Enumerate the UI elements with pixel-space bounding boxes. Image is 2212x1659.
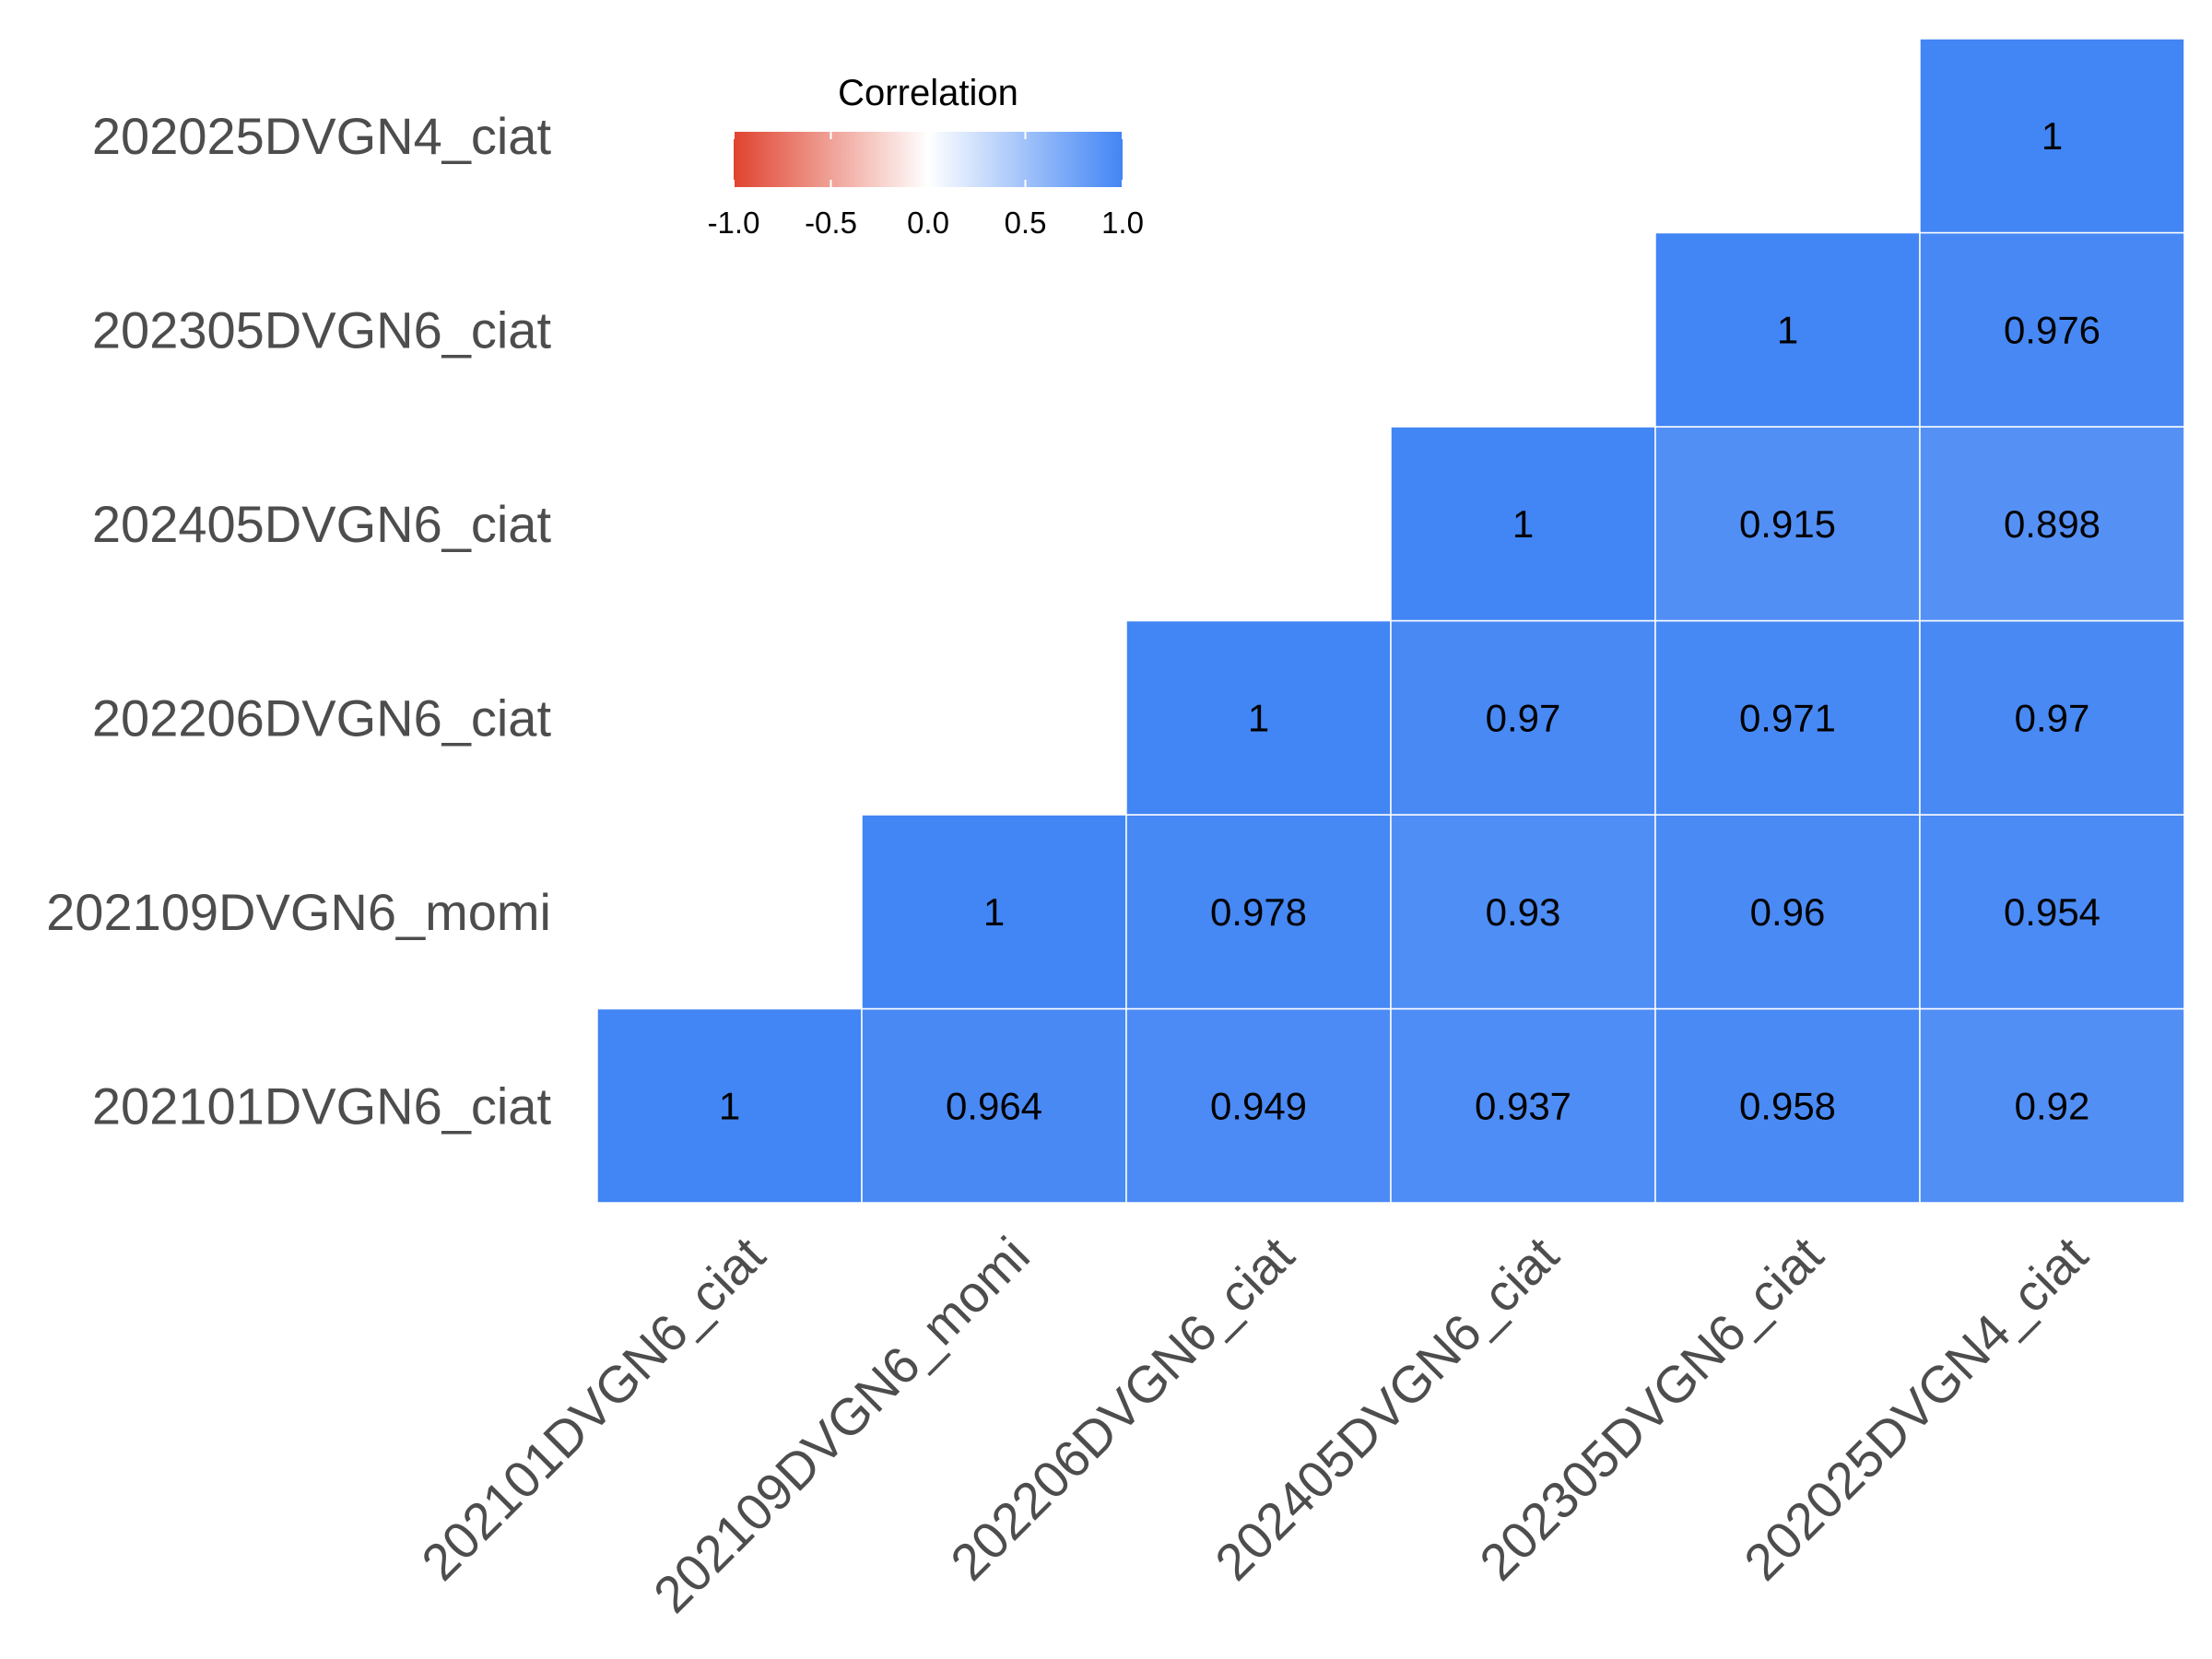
heatmap-cell-202405dvgn6-ciat-202405dvgn6-ciat (1390, 426, 1656, 622)
cell-value-labels: 1 0.964 0.949 0.937 0.958 0.92 1 0.978 0.93 0.96 0… (719, 114, 2100, 1128)
y-tick-label: 202109DVGN6_momi (46, 883, 551, 941)
cell-value-label: 0.954 (2004, 890, 2100, 934)
cell-value-label: 0.92 (2015, 1084, 2090, 1127)
cell-value-label: 0.949 (1210, 1084, 1307, 1127)
cell-value-label: 0.978 (1210, 890, 1307, 934)
y-tick-label: 202101DVGN6_ciat (92, 1077, 552, 1135)
legend-tick-label: 1.0 (1101, 206, 1144, 240)
legend-tick-label: -0.5 (805, 206, 857, 240)
x-axis-labels: 202101DVGN6_ciat202109DVGN6_momi202206DV… (410, 1225, 2099, 1623)
legend-ticks: -1.0 -0.5 0.0 0.5 1.0 (708, 132, 1144, 240)
cell-value-label: 0.964 (946, 1084, 1042, 1127)
heatmap-cell-202109dvgn6-momi-202101dvgn6-ciat (861, 1007, 1127, 1204)
y-tick-label: 202025DVGN4_ciat (92, 107, 552, 165)
cell-value-label: 0.97 (1486, 696, 1561, 739)
legend-tick-label: 0.0 (907, 206, 949, 240)
legend-tick-label: 0.5 (1005, 206, 1047, 240)
y-axis-labels: 202101DVGN6_ciat 202109DVGN6_momi 202206DV… (46, 107, 551, 1135)
heatmap-cell-202305dvgn6-ciat-202101dvgn6-ciat (1654, 1007, 1921, 1204)
cell-value-label: 1 (1512, 502, 1534, 546)
cell-value-label: 0.915 (1739, 502, 1836, 546)
cell-value-label: 0.971 (1739, 696, 1836, 739)
legend-color-bar (734, 132, 1123, 187)
y-tick-label: 202305DVGN6_ciat (92, 300, 552, 359)
heatmap-cell-202025dvgn4-ciat-202305dvgn6-ciat (1919, 231, 2185, 428)
legend-title: Correlation (838, 73, 1018, 113)
heatmap-cell-202025dvgn4-ciat-202025dvgn4-ciat (1919, 38, 2185, 234)
heatmap-cell-202025dvgn4-ciat-202206dvgn6-ciat (1919, 619, 2185, 816)
heatmap-cell-202405dvgn6-ciat-202206dvgn6-ciat (1390, 619, 1656, 816)
heatmap-cell-202109dvgn6-momi-202109dvgn6-momi (861, 814, 1127, 1010)
cell-value-label: 0.898 (2004, 502, 2100, 546)
cell-value-label: 1 (2041, 114, 2063, 158)
heatmap-cell-202206dvgn6-ciat-202109dvgn6-momi (1125, 814, 1392, 1010)
heatmap-cells (596, 38, 2185, 1204)
cell-value-label: 1 (1777, 308, 1798, 351)
cell-value-label: 0.958 (1739, 1084, 1836, 1127)
y-tick-label: 202206DVGN6_ciat (92, 688, 552, 747)
heatmap-cell-202101dvgn6-ciat-202101dvgn6-ciat (596, 1007, 863, 1204)
legend-tick-label: -1.0 (708, 206, 760, 240)
cell-value-label: 0.976 (2004, 308, 2100, 351)
heatmap-cell-202405dvgn6-ciat-202109dvgn6-momi (1390, 814, 1656, 1010)
cell-value-label: 1 (719, 1084, 740, 1127)
cell-value-label: 0.97 (2015, 696, 2090, 739)
cell-value-label: 1 (1248, 696, 1269, 739)
heatmap-cell-202025dvgn4-ciat-202405dvgn6-ciat (1919, 426, 2185, 622)
y-tick-label: 202405DVGN6_ciat (92, 495, 552, 553)
heatmap-cell-202305dvgn6-ciat-202405dvgn6-ciat (1654, 426, 1921, 622)
heatmap-cell-202305dvgn6-ciat-202109dvgn6-momi (1654, 814, 1921, 1010)
cell-value-label: 0.937 (1475, 1084, 1571, 1127)
cell-value-label: 0.96 (1750, 890, 1826, 934)
heatmap-cell-202405dvgn6-ciat-202101dvgn6-ciat (1390, 1007, 1656, 1204)
heatmap-cell-202206dvgn6-ciat-202206dvgn6-ciat (1125, 619, 1392, 816)
cell-value-label: 1 (983, 890, 1005, 934)
heatmap-cell-202305dvgn6-ciat-202305dvgn6-ciat (1654, 231, 1921, 428)
cell-value-label: 0.93 (1486, 890, 1561, 934)
heatmap-cell-202025dvgn4-ciat-202101dvgn6-ciat (1919, 1007, 2185, 1204)
heatmap-cell-202025dvgn4-ciat-202109dvgn6-momi (1919, 814, 2185, 1010)
color-legend: Correlation -1.0 -0.5 0.0 0.5 1.0 (708, 73, 1144, 240)
